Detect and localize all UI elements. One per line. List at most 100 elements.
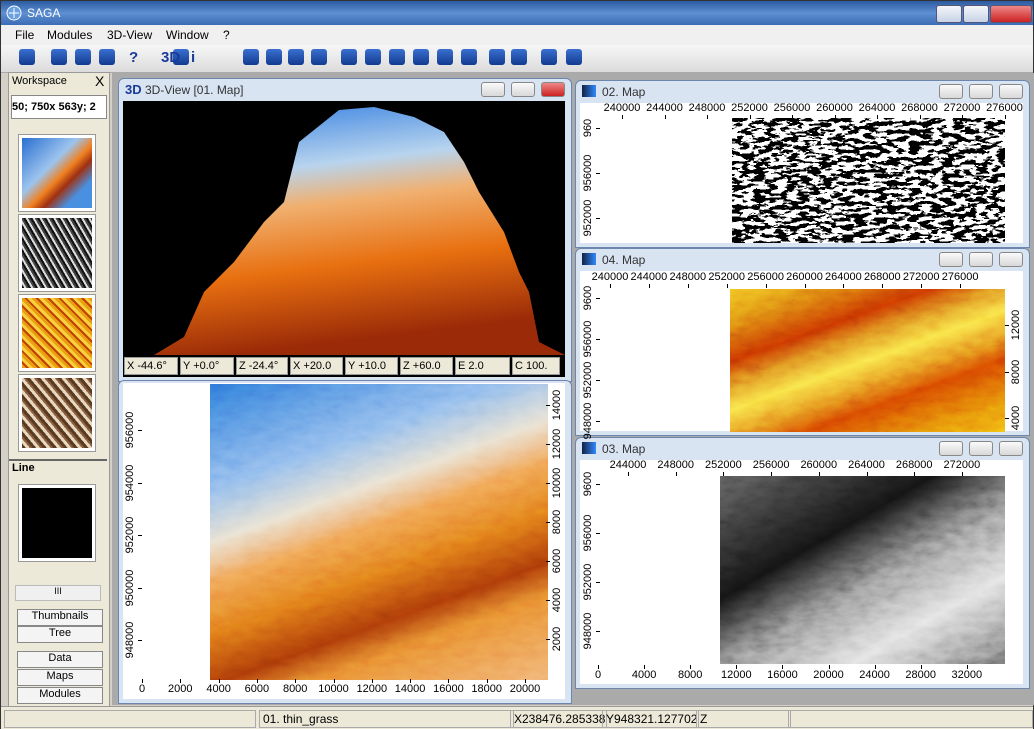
tab[interactable]: Tree [17,626,103,643]
window-maximize[interactable] [969,84,993,99]
tick-mark [295,679,297,683]
toolbar-button[interactable] [51,49,67,65]
toolbar-button[interactable] [365,49,381,65]
tick-mark [596,533,600,534]
toolbar-button[interactable] [173,49,189,65]
minimize-button[interactable] [936,5,962,23]
menu-item[interactable]: ? [223,28,230,42]
close-button[interactable] [990,5,1032,23]
thumbnail[interactable] [18,294,96,372]
toolbar-button[interactable] [461,49,477,65]
y-tick-label: 956000 [582,154,594,192]
window-maximize[interactable] [511,82,535,97]
window-close[interactable] [999,441,1023,456]
menu-bar: File Modules 3D-View Window? [1,25,1033,45]
toolbar-button[interactable] [511,49,527,65]
menu-item[interactable]: Window [166,28,209,42]
window-close[interactable] [541,82,565,97]
status-cell: Z [696,710,791,728]
toolbar-button[interactable]: 3D [161,49,181,66]
title-bar: SAGA [1,1,1033,25]
y-tick-label: 4000 [1010,405,1022,431]
window-minimize[interactable] [939,441,963,456]
separator [9,459,107,461]
window-minimize[interactable] [939,84,963,99]
tab[interactable]: Thumbnails [17,609,103,626]
toolbar-button[interactable] [489,49,505,65]
menu-item[interactable]: File [15,28,35,42]
x-tick-label: 12000 [721,669,752,681]
toolbar-button[interactable] [566,49,582,65]
toolbar-button[interactable]: ? [129,49,139,66]
maximize-button[interactable] [963,5,989,23]
toolbar-button[interactable] [19,49,35,65]
window-icon [582,85,596,97]
y-tick-label: 9600 [582,285,594,311]
y-tick-label: 954000 [124,464,136,501]
window-maximize[interactable] [969,441,993,456]
scroll-thumb: III [54,586,62,596]
tick-mark [598,665,599,669]
tick-mark [1005,371,1009,373]
menu-item[interactable]: Modules [47,28,93,42]
tab[interactable]: Data [17,651,103,668]
toolbar-button[interactable] [288,49,304,65]
tick-mark [596,173,600,174]
tick-mark [648,284,650,288]
window-maximize[interactable] [969,252,993,267]
toolbar-button[interactable] [243,49,259,65]
toolbar-button[interactable]: i [191,49,196,66]
tab[interactable]: Modules [17,687,103,704]
thumbnail[interactable] [18,374,96,452]
status-cell [4,710,256,728]
tick-mark [834,115,836,119]
tick-mark [644,665,646,669]
workspace-close[interactable]: X [95,73,105,89]
toolbar-button[interactable] [75,49,91,65]
toolbar-button[interactable] [341,49,357,65]
x-tick-label: 276000 [986,102,1023,114]
x-tick-label: 260000 [816,102,853,114]
thumbnail[interactable] [18,134,96,212]
menu-item[interactable]: 3D-View [107,28,153,42]
toolbar-button[interactable] [389,49,405,65]
map-image [730,289,1005,432]
x-tick-label: 10000 [318,683,349,695]
tick-mark [675,472,677,476]
toolbar-button[interactable] [311,49,327,65]
y-tick-label: 952000 [582,361,594,399]
window-minimize[interactable] [939,252,963,267]
tick-mark [410,679,412,683]
toolbar-button[interactable] [541,49,557,65]
toolbar-button[interactable] [266,49,282,65]
x-tick-label: 8000 [677,669,703,681]
thumbnail[interactable] [18,214,96,292]
x-tick-label: 12000 [356,683,388,695]
window-close[interactable] [999,252,1023,267]
window-minimize[interactable] [481,82,505,97]
tick-mark [596,339,600,340]
y-tick-label: 6000 [551,548,563,574]
tick-mark [804,284,806,288]
tick-mark [546,600,550,601]
tick-mark [596,421,600,422]
y-tick-label: 8000 [1010,359,1022,384]
toolbar-button[interactable] [99,49,115,65]
x-tick-label: 264000 [825,271,862,283]
window-icon: 3D [125,82,142,97]
toolbar: ? 3D i [1,45,1033,73]
y-tick-label: 948000 [124,621,136,659]
tick-mark [138,535,142,536]
status-cell: X238476.285338 [510,710,607,728]
thumbnail[interactable] [18,484,96,562]
x-tick-label: 240000 [603,102,641,114]
tick-mark [138,640,142,641]
tab[interactable]: Maps [17,669,103,686]
toolbar-button[interactable] [413,49,429,65]
x-tick-label: 244000 [630,271,668,283]
toolbar-button[interactable] [437,49,453,65]
window-close[interactable] [999,84,1023,99]
x-tick-label: 6000 [244,683,270,695]
scrollbar[interactable]: III [15,585,101,601]
